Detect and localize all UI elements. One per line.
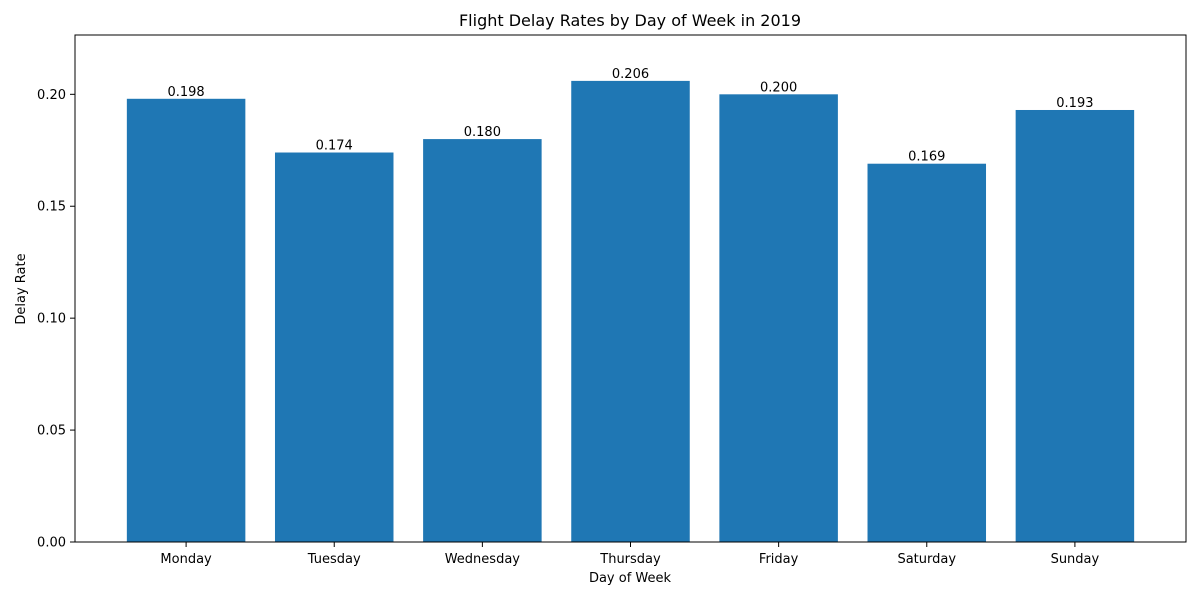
data-label-wednesday: 0.180 — [464, 125, 501, 140]
plot-area-frame — [74, 34, 1187, 543]
data-label-monday: 0.198 — [167, 85, 204, 100]
y-tick-label: 0.20 — [37, 88, 66, 103]
y-tick-label: 0.10 — [37, 312, 66, 327]
bar-sunday — [1015, 109, 1135, 542]
x-tick-label-monday: Monday — [160, 552, 212, 567]
bar-thursday — [571, 80, 690, 542]
bars-group — [126, 80, 1135, 543]
data-labels-group: 0.198 0.174 0.180 0.206 0.200 0.169 0.193 — [167, 67, 1093, 165]
x-tick-label-tuesday: Tuesday — [307, 552, 361, 567]
x-tick-label-wednesday: Wednesday — [445, 552, 521, 567]
y-axis-label: Delay Rate — [14, 253, 29, 324]
data-label-tuesday: 0.174 — [316, 139, 353, 154]
bar-tuesday — [274, 152, 394, 543]
y-tick-label: 0.05 — [37, 424, 66, 439]
y-axis-ticks: 0.00 0.05 0.10 0.15 0.20 — [37, 88, 75, 551]
x-axis-label: Day of Week — [589, 571, 672, 586]
x-tick-label-saturday: Saturday — [897, 552, 956, 567]
bar-friday — [719, 94, 838, 543]
x-tick-label-friday: Friday — [759, 552, 799, 567]
y-tick-label: 0.00 — [37, 536, 66, 551]
data-label-saturday: 0.169 — [908, 150, 945, 165]
y-tick-label: 0.15 — [37, 200, 66, 215]
data-label-sunday: 0.193 — [1056, 96, 1093, 111]
x-tick-label-thursday: Thursday — [599, 552, 661, 567]
data-label-friday: 0.200 — [760, 80, 797, 95]
bar-monday — [126, 98, 246, 542]
bar-saturday — [867, 163, 987, 542]
x-tick-label-sunday: Sunday — [1051, 552, 1100, 567]
chart-title: Flight Delay Rates by Day of Week in 201… — [459, 11, 801, 30]
x-axis-ticks: Monday Tuesday Wednesday Thursday Friday Satu… — [160, 542, 1100, 567]
data-label-thursday: 0.206 — [612, 67, 649, 82]
bar-wednesday — [423, 139, 542, 542]
